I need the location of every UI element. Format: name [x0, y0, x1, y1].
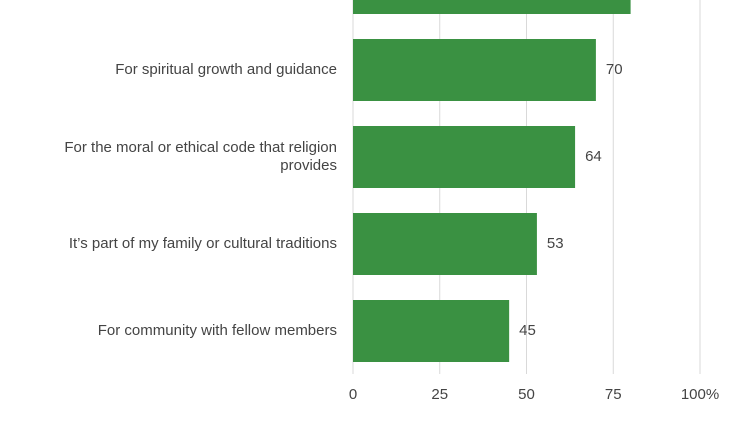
x-tick-label: 0 [349, 386, 357, 403]
value-label: 70 [606, 61, 623, 78]
bar [353, 126, 576, 188]
category-label: It’s part of my family or cultural tradi… [69, 235, 337, 252]
bar [353, 213, 537, 275]
value-label: 45 [519, 322, 536, 339]
bar [353, 300, 510, 362]
value-label: 53 [547, 235, 564, 252]
bar [353, 0, 631, 14]
x-tick-label: 25 [431, 386, 448, 403]
x-tick-label: 75 [605, 386, 622, 403]
x-tick-label: 100% [681, 386, 719, 403]
value-label: 64 [585, 148, 602, 165]
x-tick-label: 50 [518, 386, 535, 403]
category-label: For spiritual growth and guidance [115, 61, 337, 78]
category-label: For community with fellow members [98, 322, 337, 339]
category-label: For the moral or ethical code that relig… [64, 139, 337, 174]
bar [353, 39, 596, 101]
